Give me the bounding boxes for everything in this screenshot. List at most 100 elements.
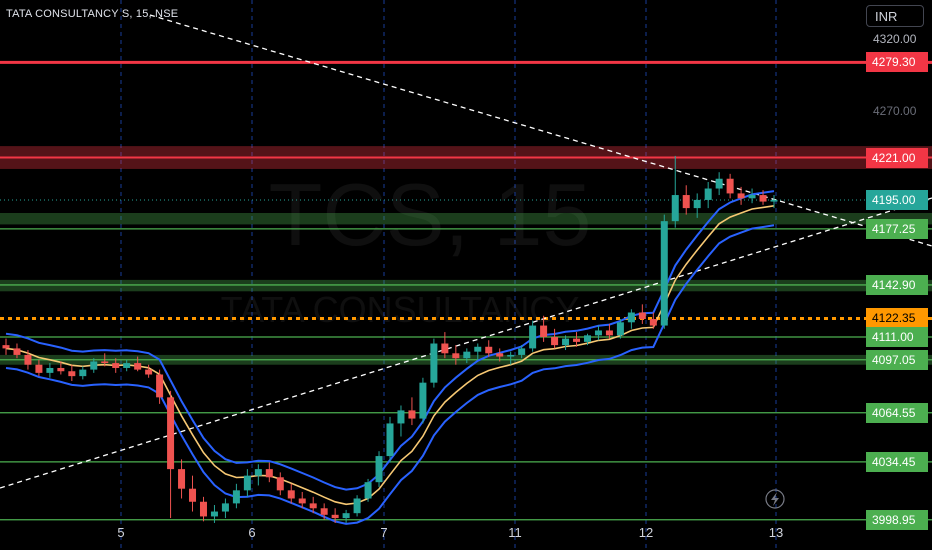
candle[interactable] [573, 332, 581, 347]
candle[interactable] [199, 496, 207, 522]
watermark-ticker: TCS, 15 [269, 165, 592, 264]
candle[interactable] [2, 338, 10, 355]
candle[interactable] [540, 315, 548, 342]
candle[interactable] [452, 345, 460, 365]
trendline-up[interactable] [0, 197, 932, 489]
candle[interactable] [134, 356, 142, 372]
candle[interactable] [551, 328, 559, 349]
candle[interactable] [715, 172, 723, 196]
candle[interactable] [649, 312, 657, 329]
candle-body [726, 178, 734, 194]
candle[interactable] [770, 195, 778, 209]
candle[interactable] [232, 483, 240, 509]
candle[interactable] [35, 359, 43, 377]
candle[interactable] [364, 478, 372, 502]
candle[interactable] [507, 351, 515, 365]
candle-body [715, 178, 723, 189]
price-label-4064.55: 4064.55 [866, 403, 928, 423]
candle[interactable] [101, 353, 109, 367]
candle[interactable] [562, 335, 570, 351]
candle[interactable] [68, 364, 76, 382]
candle[interactable] [408, 397, 416, 426]
candle[interactable] [24, 350, 32, 370]
candle-body [485, 346, 493, 354]
candle[interactable] [726, 173, 734, 199]
candle[interactable] [441, 332, 449, 359]
candle[interactable] [309, 496, 317, 514]
candle[interactable] [13, 343, 21, 359]
candle-body [671, 195, 679, 222]
candle-body [452, 353, 460, 359]
candle[interactable] [496, 348, 504, 362]
candle-body [529, 325, 537, 349]
candle[interactable] [123, 359, 131, 372]
candle[interactable] [638, 304, 646, 324]
candle-body [167, 397, 175, 470]
candle[interactable] [221, 498, 229, 519]
candle-body [57, 367, 65, 372]
candle-body [660, 221, 668, 326]
candle[interactable] [265, 462, 273, 483]
candle[interactable] [386, 416, 394, 463]
candle[interactable] [298, 491, 306, 509]
candle[interactable] [594, 325, 602, 341]
candle[interactable] [463, 348, 471, 364]
candle-body [13, 348, 21, 355]
candle[interactable] [616, 319, 624, 339]
candle[interactable] [331, 508, 339, 523]
candle[interactable] [518, 345, 526, 359]
candle[interactable] [605, 323, 613, 339]
candle[interactable] [583, 333, 591, 346]
zone-support-2 [0, 279, 932, 292]
candle[interactable] [210, 505, 218, 523]
candle[interactable] [529, 320, 537, 352]
candle-body [386, 423, 394, 457]
candle[interactable] [112, 358, 120, 373]
candle[interactable] [704, 181, 712, 209]
candle-body [145, 369, 153, 375]
candle[interactable] [342, 509, 350, 523]
lightning-icon-glyph [771, 492, 779, 506]
candle[interactable] [57, 361, 65, 375]
candle[interactable] [276, 472, 284, 496]
candle[interactable] [254, 464, 262, 486]
candle[interactable] [287, 483, 295, 504]
candle[interactable] [430, 338, 438, 388]
trendline-down[interactable] [149, 14, 932, 247]
candle-body [748, 195, 756, 199]
candle[interactable] [682, 185, 690, 215]
candle[interactable] [693, 193, 701, 218]
candle[interactable] [243, 469, 251, 497]
candle[interactable] [320, 503, 328, 520]
candle-body [441, 343, 449, 354]
candle[interactable] [660, 214, 668, 329]
candle-body [342, 513, 350, 519]
candle-body [419, 382, 427, 419]
candle[interactable] [178, 459, 186, 499]
candle[interactable] [485, 340, 493, 357]
candle[interactable] [167, 390, 175, 519]
candle[interactable] [79, 366, 87, 380]
currency-button[interactable]: INR [866, 5, 924, 27]
candle[interactable] [748, 188, 756, 204]
candle[interactable] [156, 369, 164, 404]
candle-body [397, 410, 405, 424]
candle[interactable] [474, 343, 482, 360]
candle[interactable] [46, 363, 54, 378]
candle[interactable] [419, 377, 427, 424]
candle[interactable] [759, 190, 767, 205]
candle-body [320, 508, 328, 515]
candle[interactable] [397, 405, 405, 437]
candle[interactable] [671, 155, 679, 228]
candle[interactable] [145, 364, 153, 378]
candle[interactable] [375, 451, 383, 488]
candle[interactable] [353, 495, 361, 517]
price-label-3998.95: 3998.95 [866, 510, 928, 530]
candle[interactable] [737, 186, 745, 205]
candle-body [309, 503, 317, 509]
candle[interactable] [189, 475, 197, 512]
candle[interactable] [90, 358, 98, 373]
candle[interactable] [627, 309, 635, 329]
candle-body [189, 488, 197, 502]
